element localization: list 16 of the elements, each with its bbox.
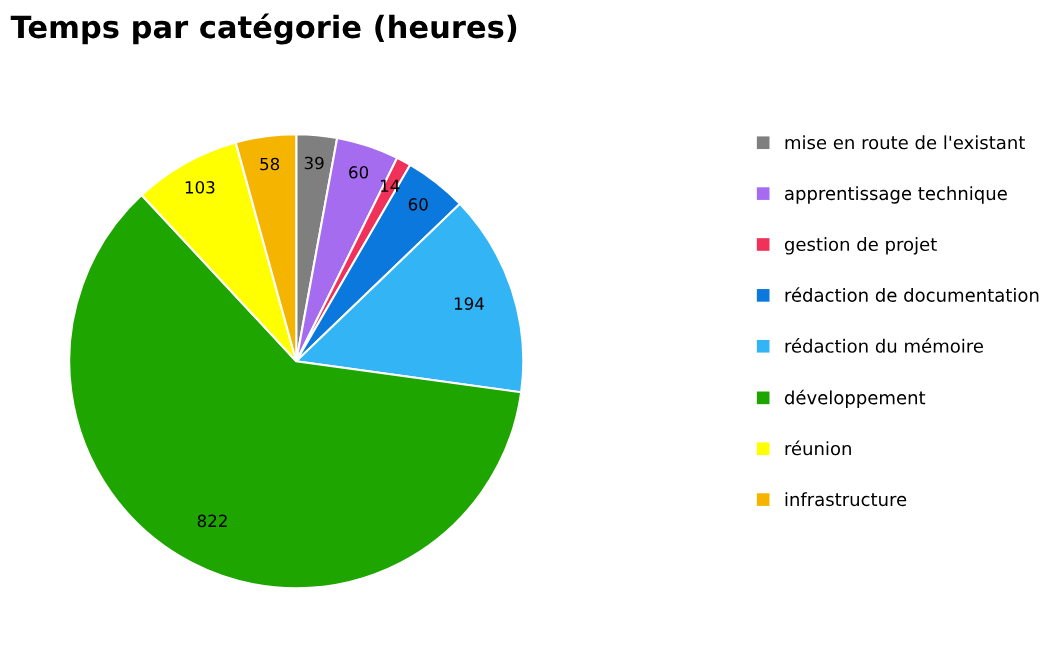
legend-label: développement xyxy=(784,389,926,408)
data-label: 60 xyxy=(349,166,369,179)
data-label: 60 xyxy=(408,198,428,211)
data-label: 194 xyxy=(454,297,484,310)
legend-label: rédaction du mémoire xyxy=(785,338,983,353)
legend-label: réunion xyxy=(785,440,851,456)
legend-label: gestion de projet xyxy=(784,237,937,255)
legend-label: rédaction de documentation xyxy=(785,287,1039,302)
data-label: 39 xyxy=(304,156,324,170)
chart-title: Temps par catégorie (heures) xyxy=(10,13,517,45)
data-label: 103 xyxy=(185,181,215,194)
legend-label: infrastructure xyxy=(785,492,907,507)
legend-label: mise en route de l'existant xyxy=(785,135,1025,150)
legend-label: apprentissage technique xyxy=(785,186,1007,204)
data-label: 822 xyxy=(197,514,227,528)
data-label: 58 xyxy=(260,157,280,171)
